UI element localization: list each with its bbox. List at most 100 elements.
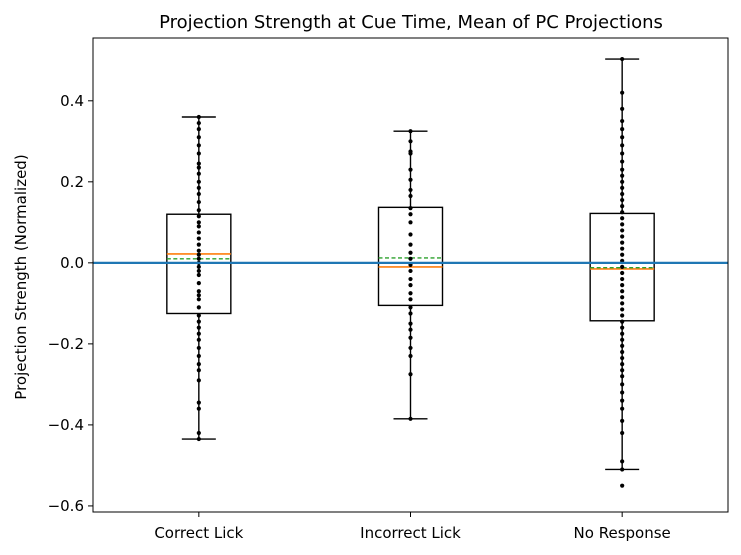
data-point — [408, 291, 413, 296]
data-point — [620, 197, 625, 203]
data-point — [196, 281, 201, 286]
data-point — [620, 240, 625, 245]
data-point — [196, 331, 201, 336]
data-point — [620, 106, 625, 111]
data-point — [196, 345, 201, 351]
data-point — [408, 220, 413, 225]
data-point — [620, 127, 625, 132]
data-point — [408, 353, 413, 359]
data-point — [620, 191, 625, 197]
data-point — [620, 185, 625, 190]
data-point — [196, 248, 201, 253]
data-point — [196, 252, 201, 257]
data-point — [196, 242, 201, 247]
data-point — [620, 143, 625, 148]
data-point — [620, 430, 625, 436]
data-point — [196, 319, 201, 324]
data-point — [620, 252, 625, 257]
data-point — [408, 242, 413, 247]
data-point — [196, 313, 201, 318]
data-point — [196, 325, 201, 330]
data-point — [196, 135, 201, 140]
data-point — [408, 232, 413, 237]
data-point — [408, 167, 413, 172]
data-point — [620, 390, 625, 395]
data-point — [408, 276, 413, 282]
data-point — [196, 268, 201, 274]
axes: −0.6 −0.4 −0.2 0.0 0.2 0.4 Correct Lick Incorre… — [48, 37, 729, 542]
data-point — [408, 129, 413, 134]
x-tick-label: Correct Lick — [154, 524, 243, 542]
data-point — [620, 331, 625, 336]
y-tick-label: 0.0 — [60, 254, 84, 272]
data-point — [196, 220, 201, 225]
data-point — [196, 199, 201, 205]
box-group — [377, 129, 444, 421]
data-point — [196, 337, 201, 342]
data-point — [196, 230, 201, 235]
data-point — [408, 372, 413, 377]
plot-area — [93, 56, 728, 488]
data-point — [196, 214, 201, 219]
data-point — [620, 173, 625, 178]
data-point — [196, 208, 201, 213]
data-point — [408, 311, 413, 316]
data-point — [408, 335, 413, 340]
x-tick-label: No Response — [574, 524, 671, 542]
data-point — [620, 283, 625, 288]
data-point — [196, 293, 201, 298]
box-group — [166, 114, 232, 442]
data-point — [196, 179, 201, 184]
data-point — [620, 418, 625, 423]
data-point — [196, 400, 201, 405]
data-point — [196, 127, 201, 132]
data-point — [620, 56, 625, 62]
data-point — [620, 216, 625, 221]
data-point — [620, 349, 625, 355]
data-point — [620, 167, 625, 172]
y-tick-label: 0.2 — [60, 173, 84, 191]
data-point — [196, 272, 201, 278]
data-point — [196, 151, 201, 156]
data-point — [408, 250, 413, 255]
data-point — [408, 297, 413, 302]
data-point — [620, 337, 625, 342]
data-point — [620, 289, 625, 294]
y-tick-label: −0.6 — [48, 497, 84, 515]
data-point — [408, 139, 413, 144]
data-point — [196, 430, 201, 436]
y-axis-title: Projection Strength (Normalized) — [12, 154, 30, 399]
data-point — [408, 321, 413, 326]
data-point — [620, 406, 625, 411]
data-point — [408, 193, 413, 199]
data-point — [620, 301, 625, 306]
data-point — [620, 483, 625, 488]
data-point — [620, 313, 625, 318]
data-point — [620, 368, 625, 373]
data-point — [620, 319, 625, 324]
data-point — [620, 467, 625, 472]
data-point — [620, 355, 625, 361]
data-point — [620, 459, 625, 464]
data-point — [620, 228, 625, 233]
data-point — [620, 246, 625, 251]
data-point — [408, 416, 413, 421]
data-point — [196, 297, 201, 302]
data-point — [196, 436, 201, 442]
data-point — [620, 398, 625, 403]
data-point — [620, 179, 625, 184]
data-point — [196, 171, 201, 176]
data-point — [408, 151, 413, 156]
data-point — [620, 374, 625, 379]
data-point — [620, 210, 625, 215]
data-point — [196, 353, 201, 359]
data-point — [196, 143, 201, 148]
data-point — [196, 161, 201, 166]
y-tick-label: −0.2 — [48, 335, 84, 353]
data-point — [620, 270, 625, 276]
data-point — [196, 289, 201, 294]
data-point — [620, 234, 625, 239]
data-point — [620, 276, 625, 282]
data-point — [408, 206, 413, 211]
